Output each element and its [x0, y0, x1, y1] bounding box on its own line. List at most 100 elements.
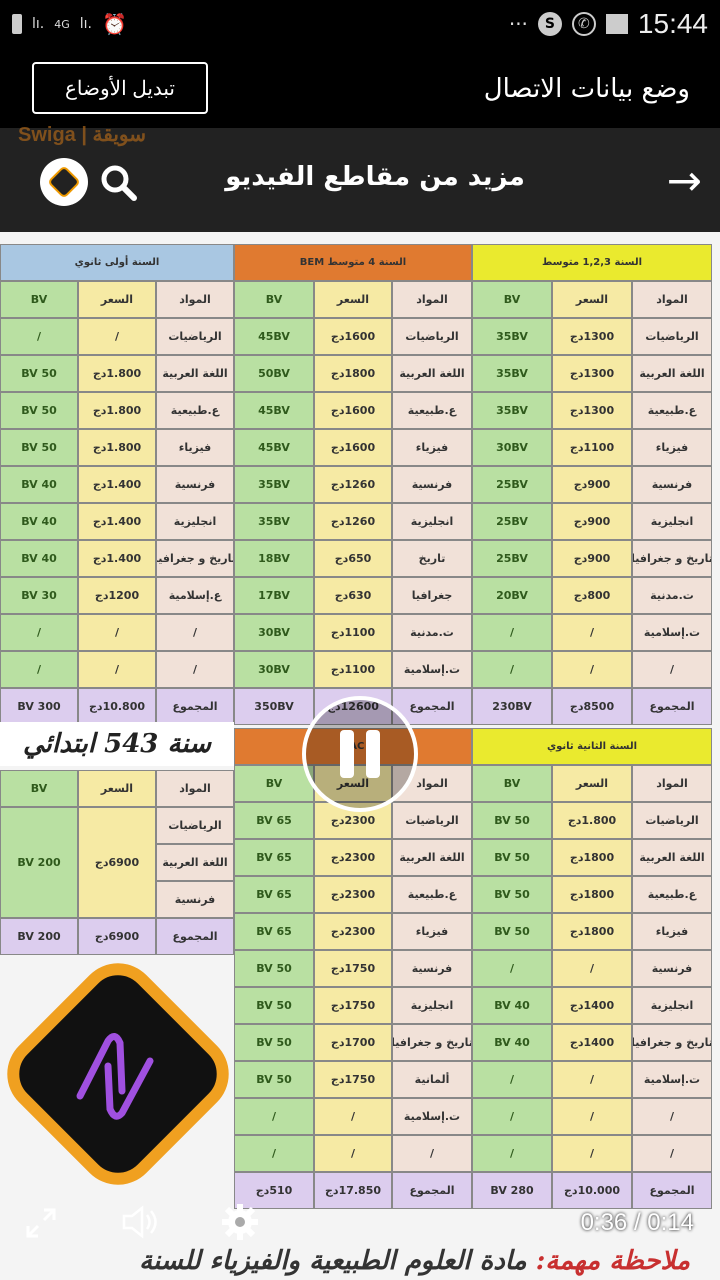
more-notifications-icon: ··· [508, 12, 528, 36]
watermark-logo: Swiga | سويقة [18, 124, 147, 146]
bv-cell: / [0, 614, 78, 651]
price-cell: 1200دج [78, 577, 156, 614]
caption-note: ملاحظة مهمة: [535, 1246, 690, 1276]
fullscreen-icon[interactable] [24, 1206, 58, 1240]
price-cell: 1300دج [552, 392, 632, 429]
subject-cell: انجليزية [632, 503, 712, 540]
bv-cell: / [472, 651, 552, 688]
price-cell: 6900دج [78, 807, 156, 918]
status-bar: lı. 4G lı. ⏰ ··· S ✆ 15:44 [0, 0, 720, 48]
bv-cell: 25BV [472, 503, 552, 540]
price-cell: / [78, 614, 156, 651]
channel-avatar[interactable] [40, 158, 88, 206]
subject-cell: فيزياء [392, 913, 472, 950]
subject-cell: الرياضيات [156, 318, 234, 355]
video-player[interactable]: السنة 1,2,3 متوسط المواد السعر BV الرياضيات 1… [0, 232, 720, 1280]
subject-cell: فرنسية [156, 466, 234, 503]
search-icon[interactable] [98, 162, 138, 202]
bv-cell: 65 BV [234, 876, 314, 913]
table-primary: المواد السعر BV الرياضيات 6900دج 200 BV اللغة … [0, 770, 234, 955]
price-cell: 1300دج [552, 355, 632, 392]
column-header: السعر [552, 765, 632, 802]
table-middle-school-4: السنة 4 متوسط BEM المواد السعر BV الرياضيات 1… [234, 244, 472, 725]
price-cell: 900دج [552, 503, 632, 540]
back-arrow-icon[interactable]: → [666, 156, 702, 205]
bv-cell: 200 BV [0, 807, 78, 918]
subject-cell: اللغة العربية [632, 355, 712, 392]
caption-text: مادة العلوم الطبيعية والفيزياء للسنة [139, 1246, 527, 1276]
price-cell: 1100دج [314, 651, 392, 688]
playback-time: 0:36 / 0:14 [580, 1209, 694, 1236]
bv-cell: 35BV [472, 355, 552, 392]
bv-cell: 50 BV [234, 1024, 314, 1061]
bv-cell: 35BV [234, 503, 314, 540]
bv-cell: 40 BV [0, 466, 78, 503]
bv-cell: 40 BV [472, 1024, 552, 1061]
table-secondary-1: السنة أولى ثانوي المواد السعر BV الرياضيات / /… [0, 244, 234, 725]
clock: 15:44 [637, 8, 708, 39]
price-cell: 1.400دج [78, 540, 156, 577]
price-cell: 2300دج [314, 802, 392, 839]
subject-cell: / [156, 614, 234, 651]
price-cell: 650دج [314, 540, 392, 577]
price-cell: / [552, 950, 632, 987]
price-cell: 1700دج [314, 1024, 392, 1061]
subject-cell: ع.طبيعية [632, 876, 712, 913]
subject-cell: ت.إسلامية [392, 651, 472, 688]
table-middle-school-1-3: السنة 1,2,3 متوسط المواد السعر BV الرياضيات 1… [472, 244, 712, 725]
subject-cell: ت.مدنية [392, 614, 472, 651]
price-cell: / [552, 651, 632, 688]
data-mode-bar: تبديل الأوضاع وضع بيانات الاتصال [0, 48, 720, 128]
price-cell: 2300دج [314, 913, 392, 950]
price-cell: 1750دج [314, 1061, 392, 1098]
subject-cell: تاريخ و جغرافيا [632, 1024, 712, 1061]
price-cell: 1800دج [552, 876, 632, 913]
subject-cell: فيزياء [156, 429, 234, 466]
table-title: السنة الثانية ثانوي [472, 728, 712, 765]
subject-cell: فيزياء [392, 429, 472, 466]
subject-cell: ع.طبيعية [392, 876, 472, 913]
total-cell: المجموع [632, 1172, 712, 1209]
volume-icon[interactable] [120, 1202, 160, 1242]
gallery-icon [605, 14, 628, 34]
price-cell: / [314, 1098, 392, 1135]
bv-cell: 65 BV [234, 913, 314, 950]
pause-icon [340, 730, 354, 778]
skype-icon: S [537, 12, 562, 36]
column-header: السعر [314, 281, 392, 318]
bv-cell: 50 BV [472, 913, 552, 950]
total-cell: المجموع [632, 688, 712, 725]
subject-cell: فرنسية [156, 881, 234, 918]
price-cell: 1750دج [314, 987, 392, 1024]
whatsapp-icon: ✆ [571, 12, 596, 36]
price-cell: 1260دج [314, 503, 392, 540]
logo-glyph-icon [76, 1033, 154, 1120]
price-cell: 1.800دج [552, 802, 632, 839]
bv-cell: 50BV [234, 355, 314, 392]
battery-icon [12, 14, 22, 34]
total-cell: 200 BV [0, 918, 78, 955]
switch-modes-button[interactable]: تبديل الأوضاع [32, 62, 208, 114]
bv-cell: 20BV [472, 577, 552, 614]
bv-cell: 65 BV [234, 839, 314, 876]
bv-cell: 30BV [234, 651, 314, 688]
price-cell: 1800دج [552, 913, 632, 950]
column-header: المواد [632, 281, 712, 318]
table-title: السنة 1,2,3 متوسط [472, 244, 712, 281]
bv-cell: 30 BV [0, 577, 78, 614]
bv-cell: 25BV [472, 540, 552, 577]
bv-cell: 50 BV [234, 950, 314, 987]
subject-cell: تاريخ و جغرافيا [392, 1024, 472, 1061]
subject-cell: ت.إسلامية [632, 1061, 712, 1098]
subject-cell: / [632, 1098, 712, 1135]
price-cell: 1600دج [314, 318, 392, 355]
settings-icon[interactable] [220, 1202, 260, 1242]
video-nav-bar: → مزيد من مقاطع الفيديو [0, 128, 720, 232]
price-cell: 1800دج [314, 355, 392, 392]
subject-cell: فيزياء [632, 429, 712, 466]
bv-cell: / [234, 1098, 314, 1135]
pause-button[interactable] [302, 696, 418, 812]
bv-cell: 50 BV [472, 876, 552, 913]
subject-cell: انجليزية [156, 503, 234, 540]
subject-cell: / [392, 1135, 472, 1172]
